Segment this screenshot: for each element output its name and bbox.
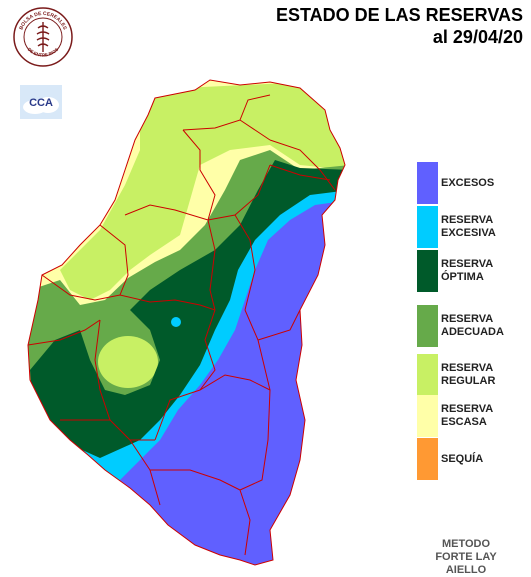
legend-item-excesos: EXCESOS [417,162,527,204]
legend-label: EXCESOS [441,176,495,189]
department-borders [27,79,346,566]
legend-item-reserva-optima: RESERVA ÓPTIMA [417,250,527,292]
legend-item-reserva-escasa: RESERVA ESCASA [417,395,527,437]
legend-swatch [417,250,438,292]
method-footer: METODO FORTE LAY AIELLO [424,538,508,577]
legend-item-reserva-excesiva: RESERVA EXCESIVA [417,206,527,248]
legend-swatch [417,162,438,204]
legend-swatch [417,438,438,480]
method-line-1: METODO [441,538,491,550]
zone-regular-pocket [98,336,158,388]
legend-item-reserva-adecuada: RESERVA ADECUADA [417,305,527,347]
legend-label: REGULAR [441,375,496,387]
legend-label: RESERVA [441,258,494,270]
title-line-1: ESTADO DE LAS RESERVAS [275,5,523,25]
zone-excesos [100,200,345,565]
legend-swatch [417,354,438,396]
legend-label: SEQUÍA [441,452,484,465]
method-line-3: AIELLO [445,564,487,576]
title-line-2: al 29/04/20 [432,27,523,47]
legend-label: ESCASA [441,416,487,428]
zone-excesiva-dot [171,317,181,327]
legend-label: ÓPTIMA [441,271,484,283]
method-line-2: FORTE LAY [435,551,497,563]
legend-item-reserva-regular: RESERVA REGULAR [417,354,527,396]
legend-label: RESERVA [441,214,494,226]
legend-label: RESERVA [441,403,494,415]
legend-label: RESERVA [441,362,494,374]
legend-label: RESERVA [441,313,494,325]
legend-label: ADECUADA [441,326,504,338]
zone-reserva-regular [60,80,345,300]
cca-logo: CCA [20,85,62,119]
legend-swatch [417,206,438,248]
svg-text:CCA: CCA [29,97,53,109]
legend-swatch [417,395,438,437]
page-title: ESTADO DE LAS RESERVAS al 29/04/20 [276,4,523,48]
bolsa-cereales-seal-logo: BOLSA DE CEREALES DE ENTRE RIOS [13,7,73,67]
legend-label: EXCESIVA [441,227,496,239]
legend-swatch [417,305,438,347]
legend-item-sequia: SEQUÍA [417,438,527,480]
